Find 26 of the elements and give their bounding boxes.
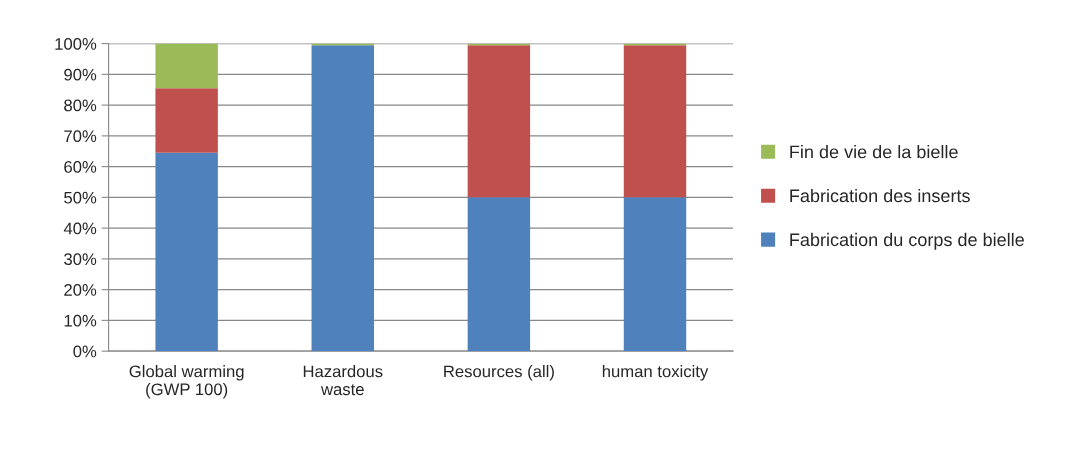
y-tick-label: 100% (55, 38, 97, 50)
y-tick-label: 50% (64, 191, 97, 204)
legend-label: Fabrication du corps de bielle (790, 232, 1024, 250)
x-tick-label: human toxicity (602, 365, 709, 381)
x-tick-label: Resources (all) (444, 365, 554, 381)
y-tick-label: 30% (64, 253, 97, 266)
legend-label: Fabrication des inserts (790, 188, 970, 203)
y-tick-label: 60% (64, 161, 97, 173)
y-tick-label: 10% (64, 314, 97, 327)
y-tick-label: 20% (64, 284, 97, 296)
bar (623, 197, 687, 352)
bar (155, 43, 218, 89)
bar (311, 45, 374, 352)
bar (623, 45, 687, 198)
y-tick-label: 90% (64, 68, 97, 81)
y-tick-label: 70% (64, 130, 97, 143)
bar (467, 45, 531, 198)
y-tick-label: 0% (73, 345, 97, 358)
y-tick-label: 40% (63, 222, 97, 235)
bar (155, 88, 218, 153)
bar (155, 152, 218, 352)
x-tick-label: Hazardous waste (303, 365, 383, 396)
y-tick-label: 80% (64, 99, 97, 112)
bar (467, 197, 531, 352)
legend-label: Fin de vie de la bielle (790, 145, 958, 159)
x-tick-label: Global warming (GWP 100) (129, 365, 244, 399)
